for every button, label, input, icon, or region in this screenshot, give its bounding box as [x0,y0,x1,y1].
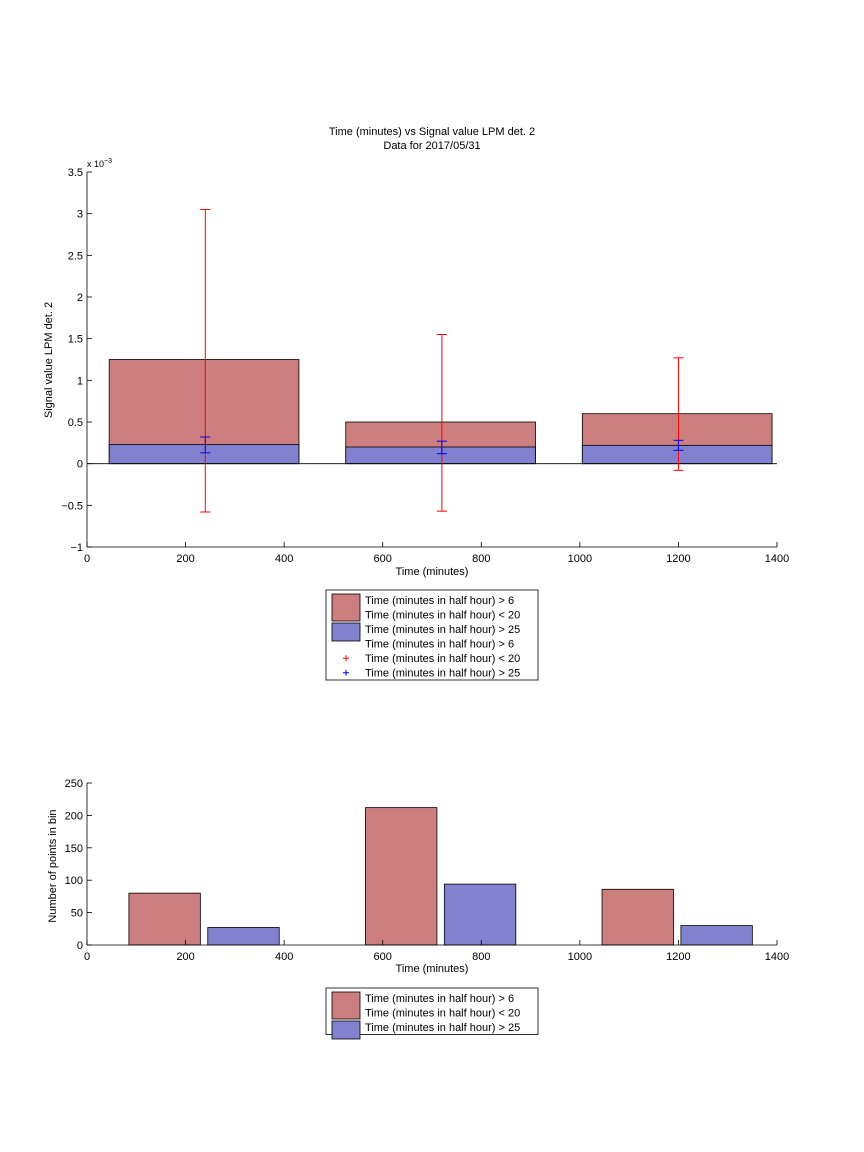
errorbar [673,357,684,471]
x-tick-label: 0 [84,553,90,565]
y-tick-label: 3 [77,209,83,221]
y-multiplier-exponent: −3 [104,158,112,165]
legend-label: Time (minutes in half hour) < 20 [365,1008,520,1020]
x-tick-label: 600 [374,553,392,565]
legend-label: Time (minutes in half hour) > 6 [365,639,514,651]
legend-label: Time (minutes in half hour) < 20 [365,653,520,665]
legend-swatch [331,593,361,622]
errorbar [436,440,447,455]
axes: 0 200 400 600 800 1000 1200 1400 −1 −0.5 0 0.5 1 1.5 2… [61,167,789,565]
legend-label: Time (minutes in half hour) > 25 [365,1022,520,1034]
legend: Time (minutes in half hour) > 6 Time (min… [325,987,539,1040]
legend-box [325,987,539,1035]
errorbar [200,436,211,454]
legend-label: Time (minutes in half hour) > 25 [365,668,520,680]
y-tick-label: 150 [65,843,83,855]
y-tick-label: 2.5 [68,250,83,262]
bar [581,444,773,465]
y-tick-label: 200 [65,810,83,822]
y-tick-label: 2 [77,292,83,304]
x-tick-label: 400 [275,553,293,565]
axes: 0 200 400 600 800 1000 1200 1400 0 50 100 150 200 250 [65,778,790,963]
count-chart: 0 200 400 600 800 1000 1200 1400 0 50 100 150 200 250… [47,778,790,1040]
y-tick-label: −0.5 [61,500,83,512]
x-tick-label: 1400 [765,951,789,963]
errorbar [673,439,684,451]
y-axis-label: Signal value LPM det. 2 [43,302,55,418]
y-tick-label: 0 [77,940,83,952]
bar [207,927,280,946]
chart-title: Time (minutes) vs Signal value LPM det. … [329,126,535,138]
y-tick-label: 100 [65,875,83,887]
chart-subtitle: Data for 2017/05/31 [383,140,480,152]
legend-label: Time (minutes in half hour) > 25 [365,624,520,636]
x-tick-label: 200 [176,951,194,963]
x-tick-label: 1400 [765,553,789,565]
bar-group [128,807,753,946]
legend-swatch [331,1020,361,1040]
y-tick-label: 3.5 [68,167,83,179]
x-tick-label: 1200 [666,951,690,963]
bar [680,925,753,946]
y-multiplier-base: x 10 [87,159,104,169]
y-tick-label: 1 [77,375,83,387]
x-tick-label: 0 [84,951,90,963]
y-tick-label: 50 [71,908,83,920]
y-tick-label: 1.5 [68,334,83,346]
bar [108,444,300,465]
x-tick-label: 600 [374,951,392,963]
y-multiplier: x 10−3 [87,158,112,169]
y-tick-label: 0 [77,459,83,471]
legend-label: Time (minutes in half hour) < 20 [365,610,520,622]
bar-group [108,359,773,465]
legend: Time (minutes in half hour) > 6 Time (min… [325,589,539,681]
errorbar [436,334,447,512]
bar [128,892,201,946]
x-tick-label: 1200 [666,553,690,565]
x-axis-label: Time (minutes) [396,963,469,975]
legend-box [325,589,539,681]
y-tick-label: 0.5 [68,417,83,429]
legend-swatch [331,622,361,642]
signal-chart: Time (minutes) vs Signal value LPM det. … [43,126,789,681]
bar [345,446,536,465]
x-tick-label: 200 [176,553,194,565]
x-tick-label: 800 [472,553,490,565]
y-axis-label: Number of points in bin [47,809,59,922]
errorbar-group [200,209,684,513]
y-tick-label: −1 [70,542,83,554]
bar [601,888,674,946]
bar [365,807,438,946]
x-tick-label: 1000 [568,951,592,963]
x-tick-label: 400 [275,951,293,963]
x-tick-label: 1000 [568,553,592,565]
errorbar [200,209,211,513]
x-axis-label: Time (minutes) [396,566,469,578]
bar [443,883,517,946]
x-tick-label: 800 [472,951,490,963]
legend-swatch [331,991,361,1020]
legend-label: Time (minutes in half hour) > 6 [365,993,514,1005]
y-tick-label: 250 [65,778,83,790]
legend-label: Time (minutes in half hour) > 6 [365,595,514,607]
